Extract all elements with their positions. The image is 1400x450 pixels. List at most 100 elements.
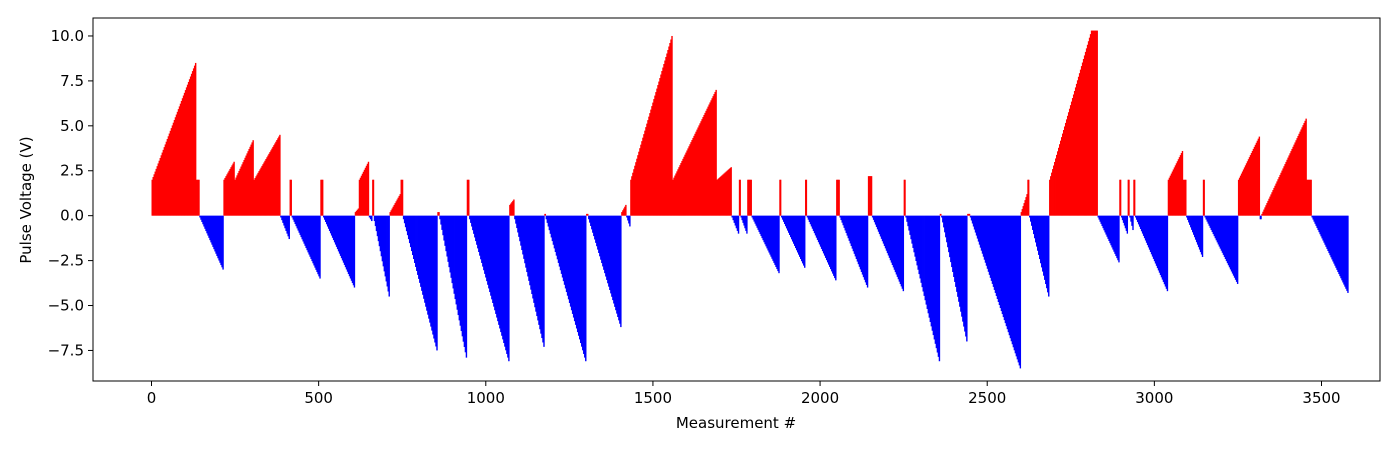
positive-pulse-bar <box>715 89 717 216</box>
negative-pulse-bar <box>415 215 417 267</box>
negative-pulse-bar <box>804 215 806 268</box>
negative-pulse-bar <box>594 215 596 240</box>
positive-pulse-bar <box>1308 179 1310 216</box>
positive-pulse-bar <box>366 163 369 216</box>
negative-pulse-bar <box>507 215 509 358</box>
positive-pulse-bar <box>690 142 692 216</box>
positive-pulse-bar <box>359 177 362 216</box>
positive-pulse-bar <box>686 150 688 216</box>
positive-pulse-bar <box>1289 153 1291 216</box>
positive-pulse-bar <box>1096 30 1098 216</box>
negative-pulse-bar <box>432 215 434 335</box>
positive-pulse-bar <box>673 177 675 216</box>
negative-pulse-bar <box>932 215 935 336</box>
positive-pulse-bar <box>664 60 666 216</box>
negative-pulse-bar <box>337 215 340 252</box>
positive-pulse-bar <box>688 146 690 216</box>
negative-pulse-bar <box>1227 215 1230 266</box>
negative-pulse-bar <box>346 215 349 272</box>
positive-pulse-bar <box>235 177 237 216</box>
positive-pulse-bar <box>1306 179 1308 216</box>
negative-pulse-bar <box>1140 215 1143 232</box>
positive-pulse-bar <box>1275 183 1277 216</box>
positive-pulse-bar <box>151 179 153 216</box>
negative-pulse-bar <box>433 215 435 339</box>
negative-pulse-bar <box>960 215 962 312</box>
negative-pulse-bar <box>1044 215 1046 280</box>
negative-pulse-bar <box>792 215 795 244</box>
positive-pulse-bar <box>836 179 838 216</box>
negative-pulse-bar <box>1009 215 1012 339</box>
positive-pulse-bar <box>1264 207 1266 216</box>
negative-pulse-bar <box>584 215 586 358</box>
positive-pulse-bar <box>227 172 229 216</box>
negative-pulse-bar <box>800 215 802 260</box>
positive-pulse-bar <box>666 53 668 216</box>
positive-pulse-bar <box>192 68 195 216</box>
negative-pulse-bar <box>1327 215 1329 252</box>
negative-pulse-bar <box>486 215 488 282</box>
positive-pulse-bar <box>678 167 680 216</box>
negative-pulse-bar <box>460 215 463 332</box>
negative-pulse-bar <box>313 215 315 266</box>
y-axis-label: Pulse Voltage (V) <box>17 136 35 263</box>
negative-pulse-bar <box>1315 215 1317 226</box>
positive-pulse-bar <box>721 175 723 216</box>
negative-pulse-bar <box>335 215 338 247</box>
negative-pulse-bar <box>558 215 561 267</box>
positive-pulse-bar <box>544 213 547 216</box>
negative-pulse-bar <box>893 215 896 270</box>
negative-pulse-bar <box>380 215 383 257</box>
negative-pulse-bar <box>898 215 901 282</box>
positive-pulse-bar <box>1068 108 1071 216</box>
negative-pulse-bar <box>294 215 296 225</box>
negative-pulse-bar <box>405 215 408 232</box>
negative-pulse-bar <box>1014 215 1017 354</box>
negative-pulse-bar <box>970 215 973 221</box>
positive-pulse-bar <box>1049 179 1051 216</box>
negative-pulse-bar <box>858 215 861 267</box>
negative-pulse-bar <box>780 215 783 218</box>
negative-pulse-bar <box>629 215 631 227</box>
positive-pulse-bar <box>621 212 623 216</box>
positive-pulse-bar <box>257 172 259 216</box>
negative-pulse-bar <box>281 215 283 221</box>
negative-pulse-bar <box>414 215 416 263</box>
negative-pulse-bar <box>330 215 333 236</box>
negative-pulse-bar <box>498 215 500 325</box>
positive-pulse-bar <box>397 197 399 216</box>
positive-pulse-bar <box>1269 196 1271 216</box>
negative-pulse-bar <box>490 215 492 296</box>
negative-pulse-bar <box>1113 215 1115 252</box>
positive-pulse-bar <box>263 162 265 216</box>
negative-pulse-bar <box>552 215 555 245</box>
negative-pulse-bar <box>776 215 778 270</box>
positive-pulse-bar <box>725 171 727 216</box>
positive-pulse-bar <box>714 91 716 216</box>
positive-pulse-bar <box>1069 105 1072 216</box>
negative-pulse-bar <box>1311 215 1313 218</box>
negative-pulse-bar <box>603 215 605 270</box>
negative-pulse-bar <box>865 215 868 285</box>
positive-pulse-bar <box>671 35 673 216</box>
negative-pulse-bar <box>733 215 736 223</box>
negative-pulse-bar <box>986 215 989 269</box>
positive-pulse-bar <box>663 64 665 216</box>
positive-pulse-bar <box>358 179 361 216</box>
negative-pulse-bar <box>487 215 489 285</box>
positive-pulse-bar <box>1083 55 1086 216</box>
positive-pulse-bar <box>696 129 698 216</box>
negative-pulse-bar <box>430 215 432 327</box>
negative-pulse-bar <box>979 215 982 248</box>
negative-pulse-bar <box>386 215 388 287</box>
positive-pulse-bar <box>223 179 225 216</box>
positive-pulse-bar <box>691 140 693 216</box>
negative-pulse-bar <box>1048 215 1050 297</box>
positive-pulse-bar <box>168 133 171 216</box>
positive-pulse-bar <box>161 152 164 216</box>
y-tick-label: −2.5 <box>48 252 84 270</box>
positive-pulse-bar <box>641 141 643 216</box>
negative-pulse-bar <box>959 215 961 307</box>
positive-pulse-bar <box>437 212 439 216</box>
negative-pulse-bar <box>754 215 756 224</box>
